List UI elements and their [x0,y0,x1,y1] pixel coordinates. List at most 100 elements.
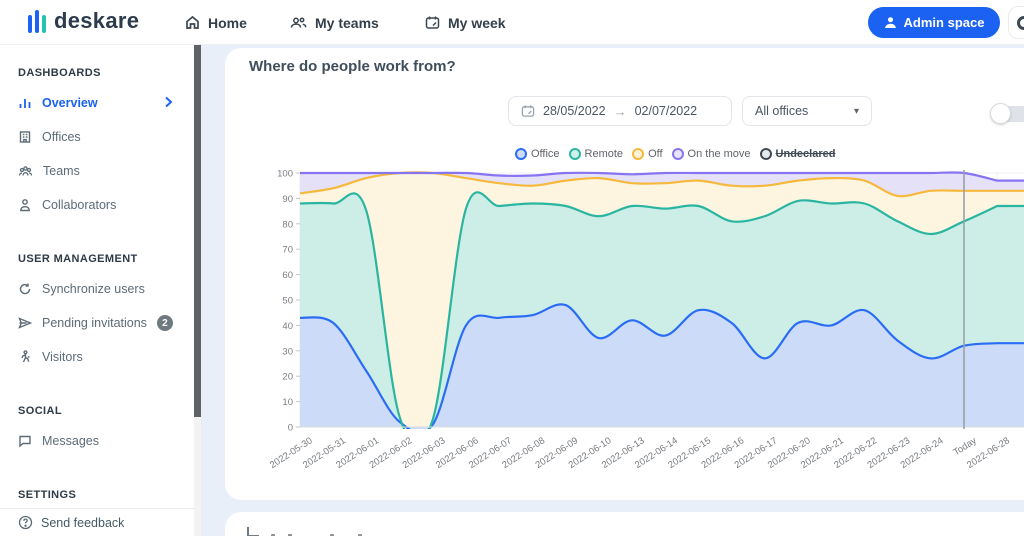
legend-label: Off [648,148,663,160]
legend-item-remote[interactable]: Remote [568,148,624,160]
svg-text:100: 100 [277,169,293,180]
sidebar-item-label: Teams [43,164,80,178]
bar-chart-icon [19,99,31,108]
office-filter-select[interactable]: All offices ▾ [742,96,872,126]
date-range-picker[interactable]: 28/05/2022 → 02/07/2022 [508,96,732,126]
sidebar-section-user-management: USER MANAGEMENT [18,253,138,265]
legend-label: Office [531,148,560,160]
nav-my-teams-label: My teams [315,14,379,31]
svg-text:40: 40 [282,321,293,332]
group-icon [18,166,33,176]
svg-text:30: 30 [282,346,293,357]
second-card-partial [225,512,1024,536]
person-icon [20,199,30,212]
legend-swatch-icon [671,148,684,160]
legend-item-office[interactable]: Office [515,148,560,160]
top-navigation-bar: deskare Home My teams My week Admin spac… [0,0,1024,45]
partial-title-fragment [288,534,292,536]
sidebar-item-label: Visitors [42,350,83,364]
sidebar-item-messages[interactable]: Messages [18,431,187,451]
chart-toggle-switch[interactable] [990,103,1024,125]
calendar-icon [521,105,535,117]
chart-legend: Office Remote Off On the move Undeclared [515,148,835,160]
admin-space-button[interactable]: Admin space [868,7,1000,38]
teams-icon [290,17,307,28]
chevron-right-icon [165,96,173,108]
legend-item-on-the-move[interactable]: On the move [671,148,751,160]
walker-icon [21,350,30,363]
sidebar-item-collaborators[interactable]: Collaborators [18,195,187,215]
user-icon [884,17,896,28]
sidebar-item-offices[interactable]: Offices [18,127,187,147]
partial-title-fragment [358,534,362,536]
profile-avatar-icon [1017,15,1024,30]
sidebar-scrollbar-thumb[interactable] [194,45,201,417]
sidebar-item-overview[interactable]: Overview [18,93,187,113]
toggle-knob [990,103,1011,124]
legend-item-off[interactable]: Off [632,148,663,160]
sidebar-item-label: Synchronize users [42,282,145,296]
sidebar-scrollbar[interactable] [194,45,201,536]
sidebar: DASHBOARDS Overview Offices Teams Collab… [0,45,202,536]
nav-home[interactable]: Home [185,0,247,45]
partial-title-fragment [330,534,334,536]
legend-swatch-icon [568,148,581,160]
date-range-start: 28/05/2022 [543,104,606,118]
sidebar-section-social: SOCIAL [18,405,62,417]
legend-label: Remote [584,148,624,160]
profile-button[interactable] [1008,6,1024,39]
deskare-logo[interactable]: deskare [28,8,139,34]
svg-text:70: 70 [282,245,293,256]
svg-text:80: 80 [282,219,293,230]
building-icon [19,131,31,143]
legend-item-undeclared[interactable]: Undeclared [759,148,836,160]
legend-label: Undeclared [775,148,836,160]
date-range-end: 02/07/2022 [634,104,698,118]
card-title: Where do people work from? [249,58,456,75]
home-icon [186,15,199,29]
sidebar-item-label: Messages [42,434,99,448]
sidebar-section-settings: SETTINGS [18,489,77,501]
sidebar-section-dashboards: DASHBOARDS [18,67,101,79]
nav-my-week[interactable]: My week [425,0,506,45]
svg-text:0: 0 [288,423,293,434]
pending-invitations-badge: 2 [156,315,173,331]
sync-icon [19,283,31,295]
calendar-icon [425,16,440,29]
brand-name: deskare [54,8,140,33]
legend-swatch-icon [759,148,772,160]
chevron-down-icon: ▾ [853,105,859,117]
legend-swatch-icon [632,148,645,160]
send-feedback-button[interactable]: Send feedback [0,508,194,536]
sidebar-item-synchronize-users[interactable]: Synchronize users [18,279,187,299]
send-icon [18,317,32,329]
sidebar-item-label: Collaborators [42,198,117,212]
sidebar-item-label: Pending invitations [42,316,147,330]
admin-space-label: Admin space [903,15,985,30]
work-location-card: Where do people work from? 28/05/2022 → … [225,48,1024,500]
nav-home-label: Home [208,14,247,31]
deskare-logo-icon [28,9,46,33]
office-filter-value: All offices [755,104,809,118]
legend-swatch-icon [515,148,527,160]
svg-text:60: 60 [282,270,293,281]
work-location-chart: 0 10 20 30 40 50 60 70 80 90 100 2022-05-30 2022-05-… [268,168,1024,498]
svg-text:90: 90 [282,194,293,205]
nav-my-week-label: My week [448,14,506,31]
sidebar-item-label: Overview [42,96,98,110]
send-feedback-label: Send feedback [41,515,125,530]
help-icon [18,515,33,530]
arrow-right-icon: → [613,103,627,119]
nav-my-teams[interactable]: My teams [290,0,379,45]
sidebar-item-teams[interactable]: Teams [18,161,187,181]
svg-text:10: 10 [282,397,293,408]
svg-text:20: 20 [282,372,293,383]
sidebar-item-pending-invitations[interactable]: Pending invitations 2 [18,313,187,333]
partial-section-icon [247,527,259,536]
legend-label: On the move [687,148,751,160]
sidebar-item-visitors[interactable]: Visitors [18,347,187,367]
svg-text:50: 50 [282,296,293,307]
chat-icon [19,435,31,448]
partial-title-fragment [271,534,275,536]
sidebar-item-label: Offices [42,130,81,144]
